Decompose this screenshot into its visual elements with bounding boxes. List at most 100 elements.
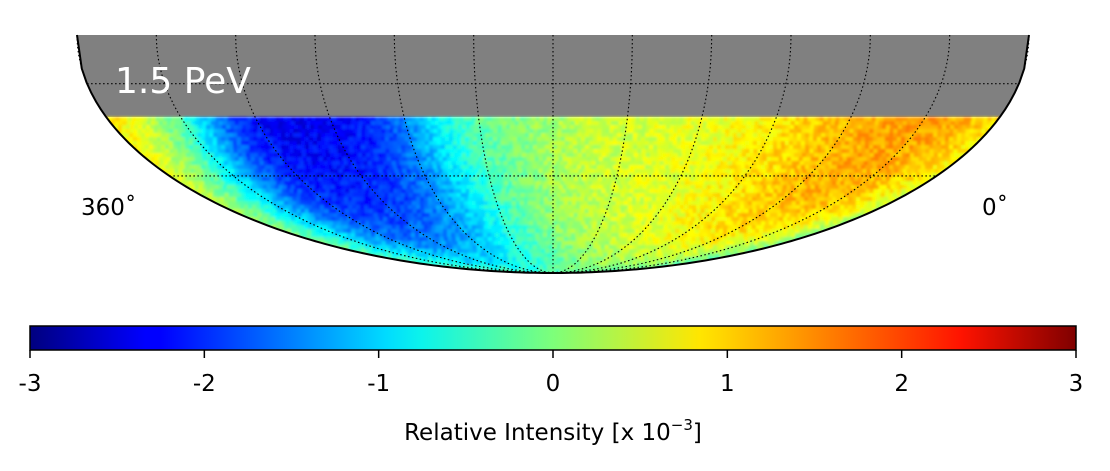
intensity-cell — [329, 213, 335, 218]
intensity-cell — [428, 173, 433, 178]
intensity-cell — [861, 133, 866, 138]
intensity-cell — [626, 121, 632, 126]
intensity-cell — [754, 157, 760, 162]
intensity-cell — [590, 121, 596, 126]
intensity-cell — [173, 153, 179, 158]
intensity-cell — [268, 197, 273, 202]
intensity-cell — [876, 165, 882, 170]
intensity-cell — [597, 145, 602, 150]
intensity-cell — [196, 141, 202, 146]
intensity-cell — [797, 149, 802, 154]
intensity-cell — [796, 141, 802, 146]
intensity-cell — [516, 197, 521, 202]
intensity-cell — [224, 141, 230, 146]
intensity-cell — [510, 121, 516, 126]
intensity-cell — [238, 121, 244, 126]
intensity-cell — [658, 125, 663, 130]
intensity-cell — [333, 129, 338, 134]
intensity-cell — [829, 149, 834, 154]
intensity-cell — [835, 117, 841, 122]
intensity-cell — [825, 149, 830, 154]
intensity-cell — [696, 137, 702, 142]
intensity-cell — [357, 189, 363, 194]
intensity-cell — [523, 117, 529, 122]
intensity-cell — [717, 153, 723, 158]
intensity-cell — [437, 153, 443, 158]
intensity-cell — [592, 137, 598, 142]
intensity-cell — [309, 145, 314, 150]
intensity-cell — [291, 117, 297, 122]
intensity-cell — [432, 181, 437, 186]
intensity-cell — [491, 201, 497, 206]
intensity-cell — [348, 137, 354, 142]
intensity-cell — [394, 177, 399, 182]
intensity-cell — [600, 165, 606, 170]
intensity-cell — [938, 157, 944, 162]
intensity-cell — [730, 157, 736, 162]
intensity-cell — [656, 197, 661, 202]
intensity-cell — [813, 213, 819, 218]
intensity-cell — [465, 153, 471, 158]
intensity-cell — [932, 173, 937, 178]
intensity-cell — [506, 157, 512, 162]
intensity-cell — [734, 121, 740, 126]
intensity-cell — [552, 209, 558, 214]
intensity-cell — [428, 197, 433, 202]
intensity-cell — [676, 137, 682, 142]
intensity-cell — [498, 169, 503, 174]
intensity-cell — [530, 125, 535, 130]
intensity-cell — [571, 201, 577, 206]
intensity-cell — [717, 189, 723, 194]
intensity-cell — [461, 133, 466, 138]
intensity-cell — [566, 125, 571, 130]
intensity-cell — [878, 157, 884, 162]
intensity-cell — [852, 197, 857, 202]
intensity-cell — [776, 173, 781, 178]
intensity-cell — [469, 133, 474, 138]
intensity-cell — [778, 177, 783, 182]
intensity-cell — [125, 133, 130, 138]
intensity-cell — [694, 177, 699, 182]
intensity-cell — [429, 145, 434, 150]
intensity-cell — [626, 177, 631, 182]
intensity-cell — [740, 197, 745, 202]
intensity-cell — [492, 165, 498, 170]
intensity-cell — [725, 153, 731, 158]
intensity-cell — [848, 165, 854, 170]
intensity-cell — [925, 153, 931, 158]
intensity-cell — [774, 157, 780, 162]
intensity-cell — [236, 165, 242, 170]
intensity-cell — [436, 165, 442, 170]
intensity-cell — [344, 173, 349, 178]
intensity-cell — [127, 117, 133, 122]
intensity-cell — [493, 153, 499, 158]
intensity-cell — [571, 161, 577, 166]
intensity-cell — [395, 161, 401, 166]
intensity-cell — [168, 137, 174, 142]
intensity-cell — [588, 141, 594, 146]
intensity-cell — [131, 117, 137, 122]
intensity-cell — [352, 137, 358, 142]
intensity-cell — [457, 189, 463, 194]
intensity-cell — [696, 197, 701, 202]
intensity-cell — [816, 193, 822, 198]
intensity-cell — [828, 165, 834, 170]
intensity-cell — [843, 161, 849, 166]
intensity-cell — [412, 197, 417, 202]
intensity-cell — [857, 133, 862, 138]
intensity-cell — [547, 161, 553, 166]
intensity-cell — [459, 201, 465, 206]
intensity-cell — [801, 129, 806, 134]
intensity-cell — [236, 209, 242, 214]
intensity-cell — [818, 125, 823, 130]
intensity-cell — [459, 161, 465, 166]
intensity-cell — [412, 205, 417, 210]
intensity-cell — [262, 177, 267, 182]
intensity-cell — [248, 173, 253, 178]
intensity-cell — [614, 185, 620, 190]
intensity-cell — [260, 141, 266, 146]
intensity-cell — [234, 157, 240, 162]
intensity-cell — [442, 121, 448, 126]
intensity-cell — [678, 121, 684, 126]
intensity-cell — [163, 161, 169, 166]
